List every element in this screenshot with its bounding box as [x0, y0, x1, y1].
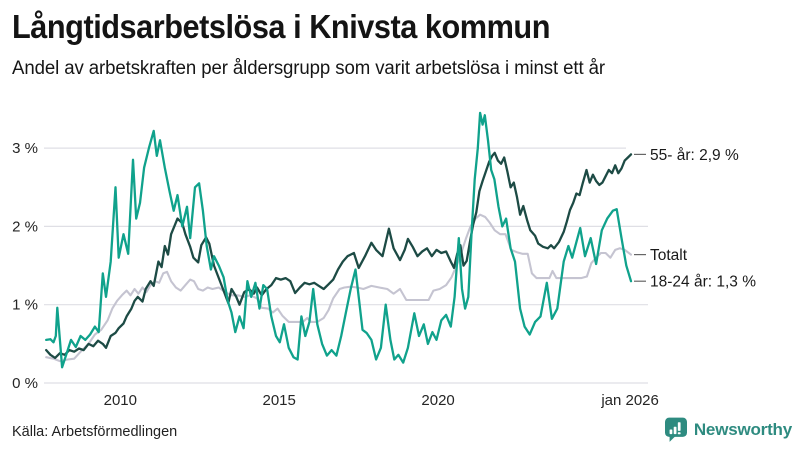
- x-tick-label: 2020: [421, 392, 454, 409]
- series-end-label-totalt: Totalt: [650, 247, 688, 264]
- y-tick-label: 1 %: [12, 297, 38, 314]
- newsworthy-logo: Newsworthy: [664, 417, 792, 443]
- newsworthy-wordmark: Newsworthy: [693, 420, 792, 439]
- x-tick-label: 2010: [104, 392, 137, 409]
- newsworthy-bar-chart-icon: [664, 417, 687, 442]
- y-tick-label: 0 %: [12, 375, 38, 392]
- source-attribution: Källa: Arbetsförmedlingen: [12, 424, 178, 440]
- series-end-label-55: 55- år: 2,9 %: [650, 147, 739, 164]
- series-line-55: [45, 151, 633, 360]
- series-end-label-1824: 18-24 år: 1,3 %: [650, 274, 756, 291]
- x-tick-label: jan 2026: [600, 392, 659, 409]
- y-tick-label: 2 %: [12, 218, 38, 235]
- series-line-totalt: [45, 213, 633, 363]
- page-title: Långtidsarbetslösa i Knivsta kommun: [12, 8, 550, 45]
- series-line-1824: [45, 111, 633, 369]
- page-subtitle: Andel av arbetskraften per åldersgrupp s…: [12, 58, 606, 79]
- x-tick-label: 2015: [263, 392, 296, 409]
- y-tick-label: 3 %: [12, 140, 38, 157]
